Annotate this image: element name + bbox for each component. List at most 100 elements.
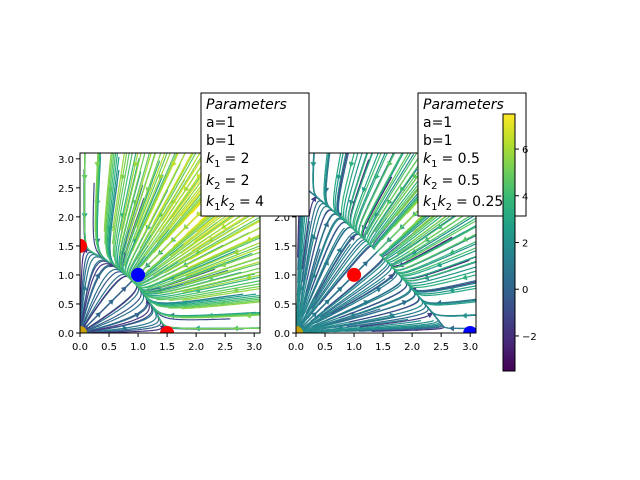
streamline-arrow bbox=[132, 161, 139, 168]
streamline bbox=[80, 273, 132, 333]
streamline bbox=[403, 279, 476, 297]
streamline bbox=[181, 287, 260, 301]
streamline bbox=[157, 267, 260, 295]
streamline bbox=[161, 153, 207, 222]
fixed-points bbox=[80, 238, 175, 333]
streamline bbox=[106, 153, 117, 268]
colorbar-tick-label: 4 bbox=[522, 192, 528, 203]
streamline-arrow bbox=[120, 174, 126, 180]
streamline-arrow bbox=[387, 160, 393, 167]
streamline bbox=[366, 153, 418, 235]
parameters-title: Parameters bbox=[206, 97, 287, 113]
streamline-arrow bbox=[310, 196, 317, 203]
colorbar-ticks: −2 0 2 4 6 bbox=[515, 145, 537, 343]
streamline-arrow bbox=[94, 272, 101, 279]
streamline bbox=[189, 220, 260, 261]
streamline bbox=[136, 153, 205, 260]
streamline bbox=[367, 153, 409, 224]
streamline bbox=[390, 241, 476, 274]
streamline-arrow bbox=[120, 286, 127, 293]
streamline bbox=[405, 220, 476, 262]
streamline-arrow bbox=[401, 300, 408, 306]
streamline bbox=[80, 271, 132, 333]
colorbar-tick-label: 2 bbox=[522, 239, 528, 250]
streamline bbox=[363, 153, 412, 247]
streamline-arrow bbox=[233, 248, 240, 255]
streamline bbox=[183, 261, 260, 285]
streamline bbox=[159, 251, 260, 288]
fixed-point-marker bbox=[160, 326, 175, 333]
fixed-point-marker bbox=[80, 326, 87, 333]
streamline bbox=[132, 252, 253, 291]
streamline bbox=[364, 153, 415, 248]
streamline bbox=[126, 153, 157, 242]
streamline-arrow bbox=[245, 312, 251, 319]
streamline-arrow bbox=[449, 248, 456, 255]
streamline-arrow bbox=[336, 174, 342, 180]
param-k1k2: k1k2 = 0.25 bbox=[423, 194, 503, 213]
streamline bbox=[123, 153, 168, 267]
param-k1: k1 = 2 bbox=[206, 151, 250, 170]
streamline bbox=[394, 211, 476, 263]
streamline-arrow bbox=[184, 186, 190, 193]
y-tick-label: 1.0 bbox=[274, 271, 290, 282]
x-tick-label: 1.0 bbox=[346, 342, 362, 353]
streamline bbox=[323, 256, 384, 311]
streamline bbox=[112, 153, 128, 244]
streamline bbox=[296, 257, 389, 333]
streamline bbox=[112, 153, 126, 232]
x-tick-label: 1.0 bbox=[130, 342, 146, 353]
parameters-title: Parameters bbox=[423, 97, 504, 113]
streamline bbox=[307, 244, 374, 319]
fixed-point-marker bbox=[80, 238, 87, 253]
streamline bbox=[114, 153, 133, 269]
y-tick-label: 1.5 bbox=[274, 242, 290, 253]
x-tick-label: 2.0 bbox=[404, 342, 420, 353]
streamline bbox=[181, 301, 260, 310]
streamline bbox=[181, 327, 260, 330]
streamline-arrow bbox=[310, 162, 317, 168]
param-k2: k2 = 0.5 bbox=[423, 173, 480, 192]
streamline bbox=[355, 153, 388, 239]
streamline-arrow bbox=[323, 221, 329, 228]
fixed-point-marker bbox=[131, 267, 146, 282]
streamline bbox=[400, 260, 476, 282]
parameters-box-1: Parameters a=1 b=1 k1 = 2 k2 = 2 k1k2 = 4 bbox=[200, 92, 310, 217]
x-tick-label: 2.5 bbox=[217, 342, 233, 353]
x-tick-label: 2.5 bbox=[433, 342, 449, 353]
y-tick-label: 1.5 bbox=[58, 242, 74, 253]
param-a: a=1 bbox=[423, 115, 452, 131]
streamline bbox=[141, 153, 186, 238]
streamline-arrow bbox=[245, 274, 252, 281]
streamline-arrow bbox=[361, 186, 368, 193]
streamline-arrow bbox=[436, 261, 443, 268]
x-tick-label: 2.0 bbox=[188, 342, 204, 353]
streamline bbox=[134, 153, 171, 240]
x-tick-label: 3.0 bbox=[246, 342, 262, 353]
axis-ticks: 0.0 0.5 1.0 1.5 2.0 2.5 3.0 0.0 0.5 1.0 1.5 2.0 2.5 3… bbox=[58, 155, 262, 353]
streamline bbox=[168, 299, 260, 309]
streamline bbox=[311, 239, 374, 310]
streamline bbox=[128, 153, 152, 230]
param-k1: k1 = 0.5 bbox=[423, 151, 480, 170]
streamline bbox=[177, 212, 260, 263]
streamline bbox=[161, 235, 260, 282]
streamline-arrow bbox=[336, 247, 342, 254]
streamline bbox=[125, 153, 162, 254]
y-tick-label: 2.0 bbox=[274, 213, 290, 224]
streamline-arrow bbox=[246, 236, 252, 242]
fixed-point-marker bbox=[347, 267, 362, 282]
y-tick-label: 0.5 bbox=[58, 300, 74, 311]
x-tick-label: 1.5 bbox=[375, 342, 391, 353]
colorbar-tick-label: 6 bbox=[522, 145, 528, 156]
streamline bbox=[112, 153, 130, 257]
streamline bbox=[319, 255, 390, 318]
axes-frame bbox=[295, 152, 477, 334]
x-tick-label: 0.0 bbox=[288, 342, 304, 353]
streamline bbox=[144, 280, 260, 299]
streamline bbox=[124, 174, 164, 281]
streamline bbox=[119, 153, 142, 244]
streamline-arrow bbox=[437, 223, 443, 230]
streamline-arrow bbox=[109, 261, 115, 268]
